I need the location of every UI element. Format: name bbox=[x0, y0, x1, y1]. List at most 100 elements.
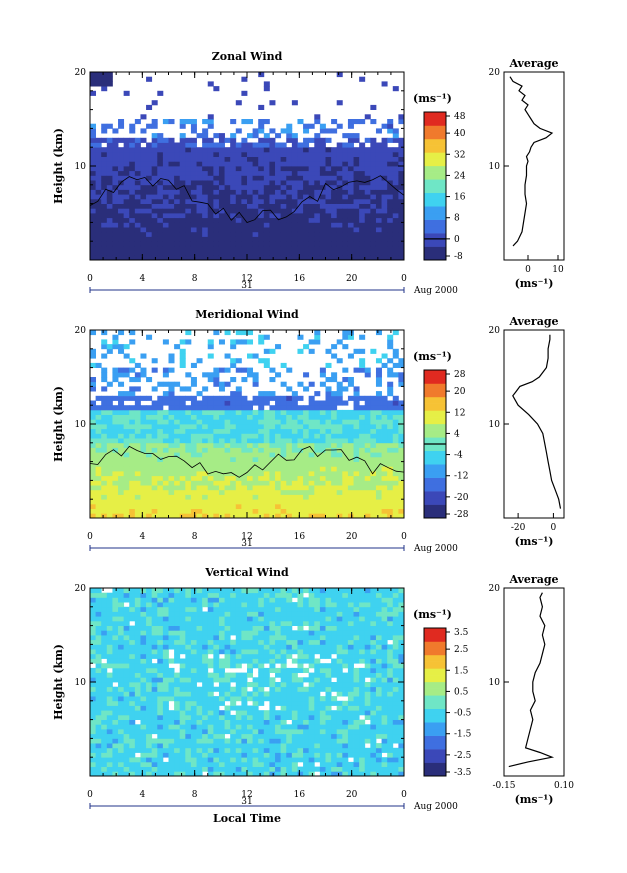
heatmap-cell bbox=[387, 485, 394, 491]
heatmap-cell bbox=[308, 414, 315, 420]
heatmap-cell bbox=[190, 428, 197, 434]
heatmap-cell bbox=[347, 475, 354, 481]
heatmap-cell bbox=[123, 456, 130, 462]
heatmap-cell bbox=[129, 771, 136, 777]
heatmap-cell bbox=[162, 137, 169, 143]
heatmap-cell bbox=[95, 184, 102, 190]
heatmap-cell bbox=[224, 353, 231, 359]
heatmap-cell bbox=[157, 611, 164, 617]
heatmap-cell bbox=[263, 508, 270, 514]
heatmap-cell bbox=[247, 161, 254, 167]
heatmap-cell bbox=[134, 424, 141, 430]
heatmap-cell bbox=[185, 672, 192, 678]
heatmap-cell bbox=[213, 255, 220, 261]
heatmap-cell bbox=[269, 471, 276, 477]
heatmap-cell bbox=[207, 752, 214, 758]
heatmap-cell bbox=[157, 494, 164, 500]
heatmap-cell bbox=[224, 217, 231, 223]
heatmap-cell bbox=[146, 588, 153, 594]
heatmap-cell bbox=[157, 649, 164, 655]
heatmap-cell bbox=[218, 428, 225, 434]
heatmap-cell bbox=[241, 90, 248, 96]
heatmap-cell bbox=[134, 592, 141, 598]
heatmap-cell bbox=[392, 151, 399, 157]
heatmap-cell bbox=[112, 466, 119, 472]
heatmap-cell bbox=[275, 189, 282, 195]
heatmap-cell bbox=[258, 414, 265, 420]
heatmap-cell bbox=[247, 198, 254, 204]
heatmap-cell bbox=[118, 372, 125, 378]
heatmap-cell bbox=[387, 231, 394, 237]
heatmap-cell bbox=[258, 503, 265, 509]
heatmap-cell bbox=[280, 198, 287, 204]
heatmap-cell bbox=[101, 757, 108, 763]
heatmap-cell bbox=[280, 241, 287, 247]
heatmap-cell bbox=[168, 513, 175, 519]
heatmap-cell bbox=[347, 231, 354, 237]
heatmap-cell bbox=[213, 442, 220, 448]
heatmap-cell bbox=[230, 442, 237, 448]
heatmap-cell bbox=[224, 151, 231, 157]
heatmap-cell bbox=[179, 123, 186, 129]
heatmap-cell bbox=[95, 597, 102, 603]
heatmap-cell bbox=[247, 658, 254, 664]
heatmap-cell bbox=[190, 241, 197, 247]
heatmap-cell bbox=[342, 494, 349, 500]
heatmap-cell bbox=[202, 255, 209, 261]
heatmap-cell bbox=[247, 649, 254, 655]
heatmap-cell bbox=[129, 386, 136, 392]
heatmap-cell bbox=[258, 128, 265, 134]
heatmap-cell bbox=[162, 733, 169, 739]
colorbar-tick-label: 20 bbox=[454, 387, 466, 397]
heatmap-cell bbox=[280, 447, 287, 453]
heatmap-cell bbox=[375, 184, 382, 190]
heatmap-cell bbox=[174, 489, 181, 495]
heatmap-cell bbox=[140, 480, 147, 486]
heatmap-cell bbox=[157, 231, 164, 237]
heatmap-cell bbox=[241, 447, 248, 453]
heatmap-cell bbox=[291, 771, 298, 777]
heatmap-cell bbox=[207, 771, 214, 777]
heatmap-cell bbox=[325, 362, 332, 368]
heatmap-cell bbox=[123, 466, 130, 472]
heatmap-cell bbox=[224, 414, 231, 420]
heatmap-cell bbox=[275, 471, 282, 477]
heatmap-cell bbox=[297, 677, 304, 683]
heatmap-cell bbox=[134, 630, 141, 636]
heatmap-cell bbox=[336, 213, 343, 219]
heatmap-cell bbox=[190, 738, 197, 744]
heatmap-cell bbox=[151, 743, 158, 749]
heatmap-cell bbox=[224, 255, 231, 261]
heatmap-cell bbox=[151, 729, 158, 735]
heatmap-cell bbox=[308, 442, 315, 448]
heatmap-cell bbox=[168, 222, 175, 228]
heatmap-cell bbox=[134, 705, 141, 711]
heatmap-cell bbox=[375, 236, 382, 242]
heatmap-cell bbox=[235, 738, 242, 744]
heatmap-cell bbox=[258, 597, 265, 603]
heatmap-cell bbox=[308, 409, 315, 415]
heatmap-cell bbox=[247, 489, 254, 495]
heatmap-cell bbox=[106, 639, 113, 645]
heatmap-cell bbox=[123, 757, 130, 763]
heatmap-cell bbox=[331, 222, 338, 228]
heatmap-cell bbox=[224, 236, 231, 242]
heatmap-cell bbox=[308, 217, 315, 223]
heatmap-cell bbox=[101, 672, 108, 678]
heatmap-cell bbox=[235, 151, 242, 157]
heatmap-cell bbox=[123, 175, 130, 181]
heatmap-cell bbox=[196, 503, 203, 509]
heatmap-cell bbox=[314, 156, 321, 162]
heatmap-cell bbox=[375, 213, 382, 219]
heatmap-cell bbox=[387, 424, 394, 430]
heatmap-cell bbox=[95, 461, 102, 467]
heatmap-cell bbox=[275, 649, 282, 655]
heatmap-cell bbox=[280, 649, 287, 655]
heatmap-cell bbox=[269, 503, 276, 509]
heatmap-cell bbox=[280, 592, 287, 598]
heatmap-cell bbox=[319, 147, 326, 153]
colorbar-tick-label: -20 bbox=[454, 493, 469, 503]
heatmap-cell bbox=[179, 198, 186, 204]
heatmap-cell bbox=[387, 194, 394, 200]
heatmap-cell bbox=[190, 611, 197, 617]
